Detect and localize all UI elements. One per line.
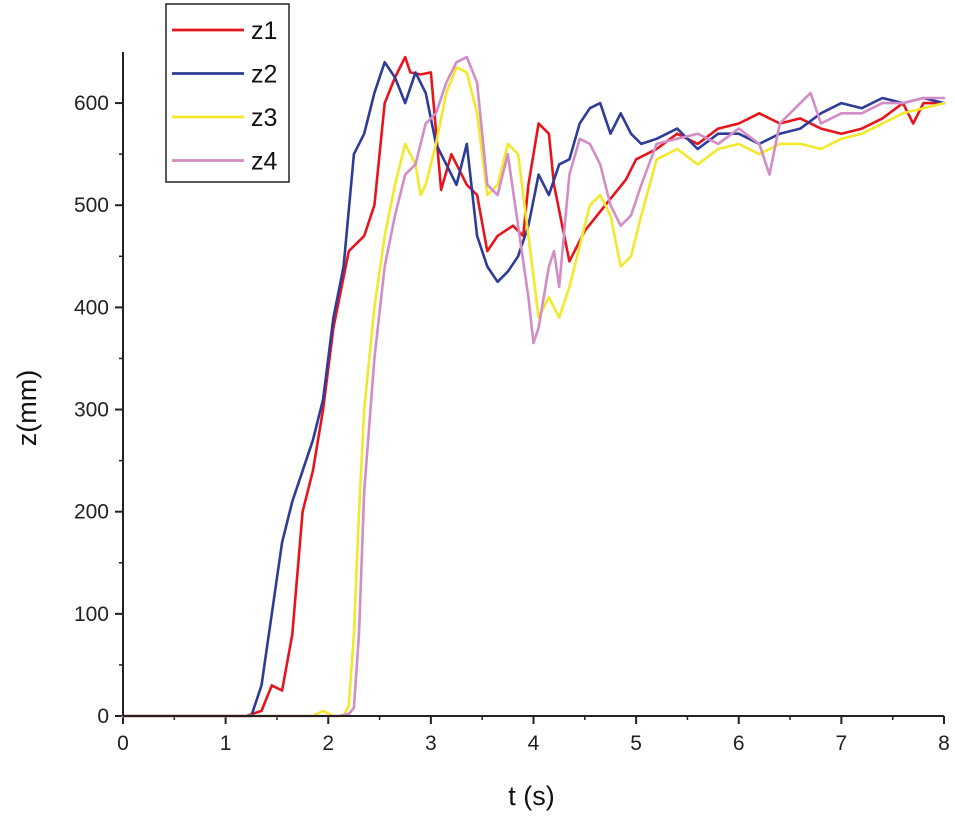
legend: z1 z2 z3 z4 [165, 3, 290, 183]
series-line-z3 [121, 66, 946, 718]
y-tick-label: 100 [74, 603, 109, 626]
y-tick-label: 200 [74, 501, 109, 524]
y-tick-label: 300 [74, 399, 109, 422]
legend-label-z4: z4 [251, 148, 278, 176]
x-tick-label: 1 [220, 732, 232, 755]
legend-label-z2: z2 [251, 61, 277, 89]
series-line-z4 [121, 55, 946, 718]
y-tick-label: 500 [74, 194, 109, 217]
x-axis-label: t (s) [508, 781, 555, 811]
x-tick-label: 7 [836, 732, 848, 755]
y-tick-label: 0 [97, 705, 109, 728]
x-tick-label: 6 [733, 732, 745, 755]
legend-box [165, 3, 290, 183]
x-tick-label: 3 [425, 732, 437, 755]
x-tick-label: 0 [117, 732, 129, 755]
y-axis-label: z(mm) [12, 370, 42, 446]
y-tick-label: 600 [74, 92, 109, 115]
legend-label-z1: z1 [251, 17, 277, 45]
plot-area-series [121, 55, 946, 718]
y-tick-label: 400 [74, 296, 109, 319]
legend-label-z3: z3 [251, 104, 277, 132]
x-tick-label: 5 [630, 732, 642, 755]
x-tick-label: 4 [528, 732, 540, 755]
x-tick-label: 8 [938, 732, 950, 755]
x-axis-ticks: 0 1 2 3 4 5 6 7 8 [117, 716, 950, 755]
y-axis-ticks: 0 100 200 300 400 500 600 [74, 92, 123, 728]
x-tick-label: 2 [322, 732, 334, 755]
